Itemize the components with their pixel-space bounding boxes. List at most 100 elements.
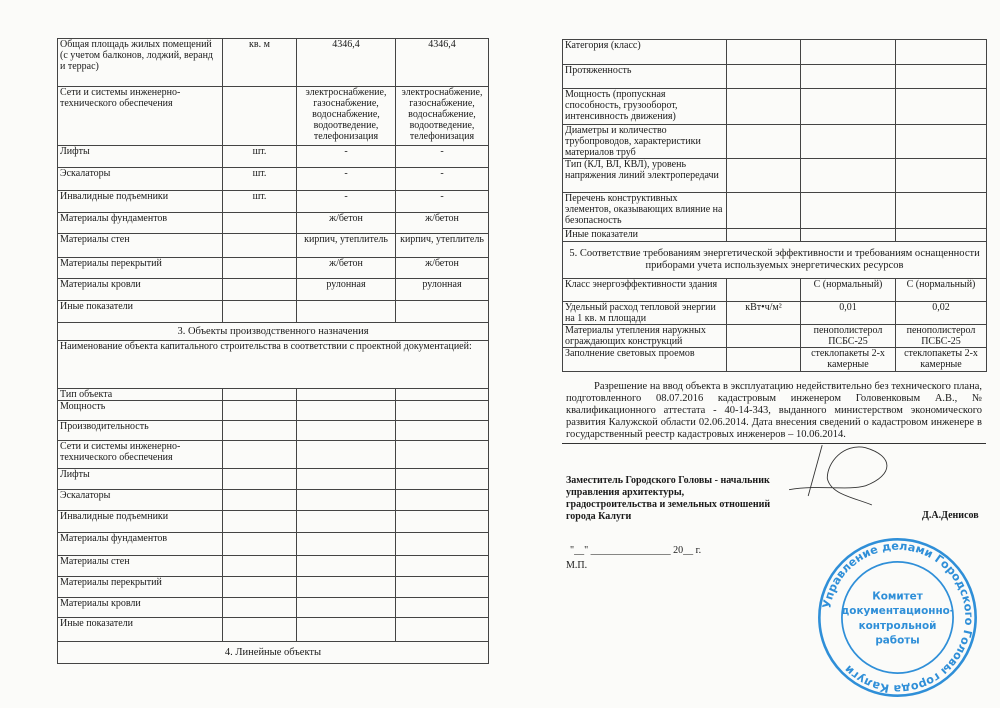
cell-actual: С (нормальный) [895,278,987,302]
table-row: Удельный расход тепловой энергии на 1 кв… [562,301,987,325]
cell-actual: рулонная [395,278,489,301]
cell-empty [296,388,396,401]
section3-title: 3. Объекты производственного назначения [57,322,489,341]
cell-empty [895,88,987,125]
cell-actual: 0,02 [895,301,987,325]
table-row: Материалы перекрытий ж/бетон ж/бетон [57,257,489,279]
table-row: Мощность (пропускная способность, грузоо… [562,88,987,125]
svg-text:контрольной: контрольной [859,620,937,632]
cell-label: Лифты [57,468,223,490]
table-row: Мощность [57,400,489,421]
cell-planned: - [296,167,396,191]
section3-name-label: Наименование объекта капитального строит… [57,340,489,389]
cell-unit: шт. [222,167,297,191]
table-row: Класс энергоэффективности здания С (норма… [562,278,987,302]
cell-label: Удельный расход тепловой энергии на 1 кв… [562,301,727,325]
cell-label: Материалы стен [57,555,223,577]
cell-empty [895,124,987,159]
cell-label: Материалы утепления наружных ограждающих… [562,324,727,348]
cell-empty [726,88,801,125]
cell-unit [222,300,297,323]
cell-actual: пенополистерол ПСБС-25 [895,324,987,348]
cell-label: Тип (КЛ, ВЛ, КВЛ), уровень напряжения ли… [562,158,727,193]
cell-empty [800,158,896,193]
svg-text:документационно-: документационно- [841,605,954,617]
cell-empty [800,124,896,159]
cell-empty [895,64,987,89]
table-row: Эскалаторы [57,489,489,511]
table-row: Сети и системы инженерно-технического об… [57,86,489,146]
table-row: Диаметры и количество трубопроводов, хар… [562,124,987,159]
cell-unit [222,257,297,279]
cell-label: Эскалаторы [57,489,223,511]
cell-label: Класс энергоэффективности здания [562,278,727,302]
cell-label: Тип объекта [57,388,223,401]
cell-label: Эскалаторы [57,167,223,191]
table-row: Иные показатели [562,228,987,242]
cell-label: Производительность [57,420,223,441]
table-row: Производительность [57,420,489,441]
section4-title: 4. Линейные объекты [57,641,489,664]
right-table: Категория (класс) Протяженность Мощность (… [562,39,987,372]
cell-empty [222,576,297,598]
cell-empty [222,597,297,618]
table-row: Материалы стен [57,555,489,577]
cell-empty [296,555,396,577]
cell-actual: стеклопакеты 2-х камерные [895,347,987,372]
cell-label: Заполнение световых проемов [562,347,727,372]
table-row: Общая площадь жилых помещений (с учетом … [57,38,489,87]
cell-empty [296,400,396,421]
cell-actual: - [395,167,489,191]
cell-planned: - [296,145,396,168]
cell-empty [222,388,297,401]
cell-label: Материалы кровли [57,597,223,618]
table-row: Лифты шт. - - [57,145,489,168]
cell-empty [800,192,896,229]
cell-empty [296,468,396,490]
table-row: Иные показатели [57,300,489,323]
cell-empty [726,64,801,89]
cell-label: Лифты [57,145,223,168]
cell-planned: ж/бетон [296,257,396,279]
cell-empty [800,228,896,242]
cell-unit [222,233,297,258]
cell-planned: ж/бетон [296,212,396,234]
cell-empty [726,158,801,193]
cell-planned: С (нормальный) [800,278,896,302]
cell-planned [296,300,396,323]
seal-place-label: М.П. [566,560,588,571]
table-row: Тип объекта [57,388,489,401]
handwritten-signature [789,444,888,506]
cell-unit: шт. [222,190,297,213]
cell-empty [395,420,489,441]
cell-empty [296,440,396,469]
cell-empty [395,617,489,642]
table-row: Материалы стен кирпич, утеплитель кирпич, … [57,233,489,258]
table-row: Материалы утепления наружных ограждающих… [562,324,987,348]
table-row: Перечень конструктивных элементов, оказы… [562,192,987,229]
cell-empty [222,440,297,469]
cell-planned: 4346,4 [296,38,396,87]
table-row: Протяженность [562,64,987,89]
cell-actual: 4346,4 [395,38,489,87]
cell-label: Материалы кровли [57,278,223,301]
cell-unit: кВт•ч/м² [726,301,801,325]
cell-empty [726,228,801,242]
cell-empty [895,39,987,65]
cell-label: Материалы фундаментов [57,212,223,234]
cell-actual: ж/бетон [395,257,489,279]
cell-empty [895,158,987,193]
signer-title: Заместитель Городского Головы - начальни… [566,475,771,522]
cell-empty [222,420,297,441]
technical-plan-note: Разрешение на ввод объекта в эксплуатаци… [566,381,982,440]
cell-unit [726,278,801,302]
cell-label: Иные показатели [57,300,223,323]
cell-actual: - [395,190,489,213]
cell-empty [222,555,297,577]
cell-empty [296,617,396,642]
section5-title: 5. Соответствие требованиям энергетическ… [562,241,987,279]
cell-label: Материалы перекрытий [57,257,223,279]
cell-empty [296,532,396,556]
cell-label: Иные показатели [57,617,223,642]
cell-empty [222,532,297,556]
